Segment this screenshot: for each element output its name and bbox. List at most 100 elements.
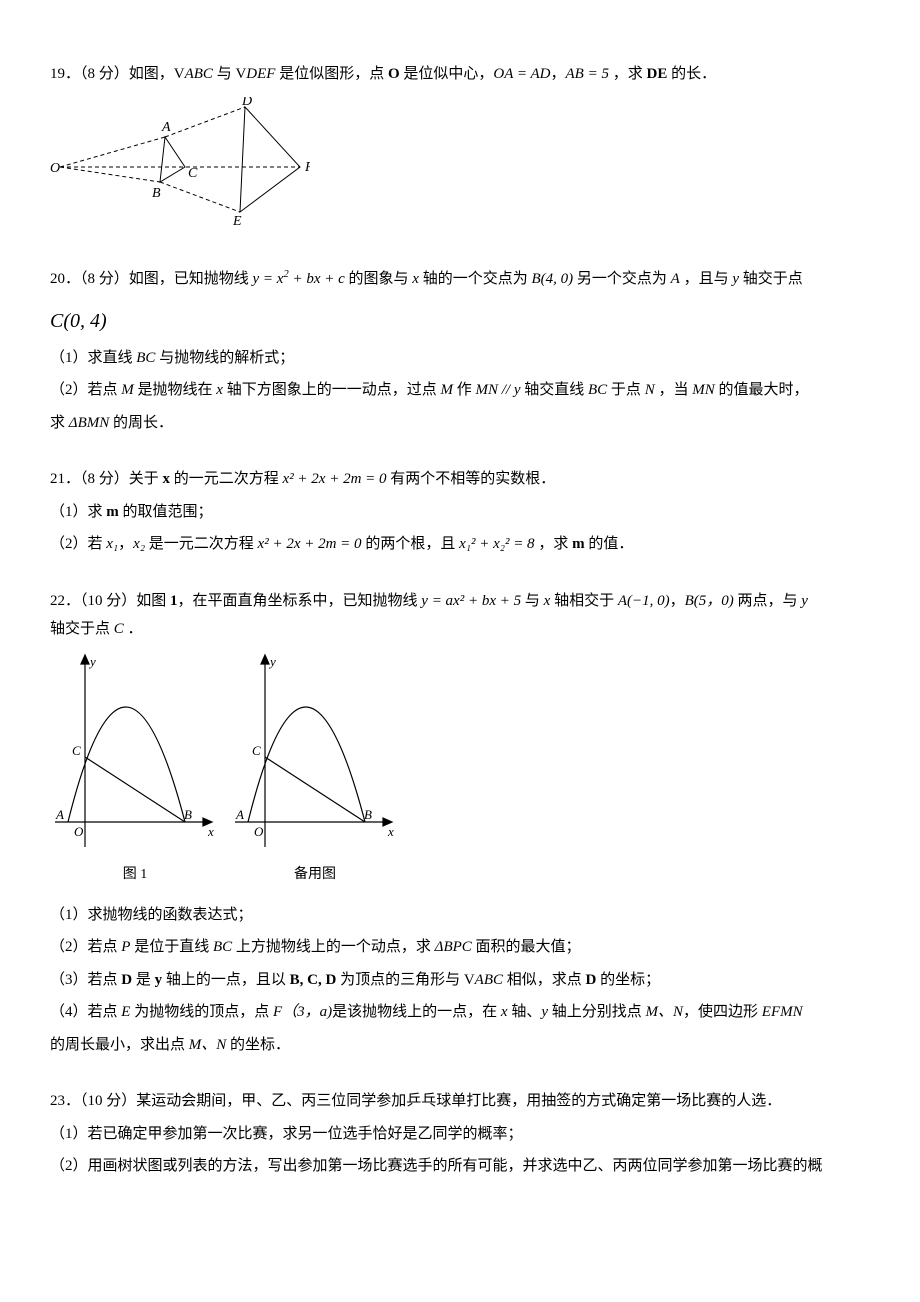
lbl-O: O (50, 161, 60, 176)
t: 是抛物线在 (134, 382, 217, 398)
lbl-E: E (232, 214, 242, 227)
q23-p2: （2）用画树状图或列表的方法，写出参加第一场比赛选手的所有可能，并求选中乙、丙两… (50, 1152, 870, 1181)
dBMN: ΔBMN (69, 415, 109, 431)
t: 作 (453, 382, 476, 398)
t: 求 (50, 415, 69, 431)
t: 的周长． (109, 415, 173, 431)
t: 的坐标． (226, 1037, 290, 1053)
t: 轴交于点 (50, 621, 114, 637)
C-point: C(0, 4) (50, 310, 107, 332)
x2: x₂ (133, 536, 145, 552)
dBPC: ΔBPC (435, 939, 472, 955)
problem-23: 23．（10 分）某运动会期间，甲、乙、丙三位同学参加乒乓球单打比赛，用抽签的方… (50, 1087, 870, 1181)
BC2: BC (588, 382, 607, 398)
t: 的长． (667, 66, 716, 82)
t: 与 (521, 593, 544, 609)
D2: D (586, 972, 597, 988)
BC: BC (213, 939, 232, 955)
q20-C: C(0, 4) (50, 302, 870, 340)
q22-num: 22．（10 分）如图 (50, 593, 170, 609)
MN: MN // y (475, 382, 520, 398)
q19-figure: O A B C D E F (50, 97, 870, 238)
x3: x (501, 1004, 508, 1020)
eq: y = ax² + bx + 5 (421, 593, 521, 609)
t: ，使四边形 (683, 1004, 762, 1020)
eq-AB: AB = 5 (566, 66, 609, 82)
lbl-A: A (55, 807, 64, 822)
t: ，且与 (680, 271, 733, 287)
t: 轴相交于 (550, 593, 618, 609)
t: （1）求直线 (50, 350, 136, 366)
q22-figures: y x O A B C 图 1 (50, 652, 870, 889)
y3: y (541, 1004, 548, 1020)
BCD: B, C, D (290, 972, 337, 988)
t: 的取值范围； (119, 504, 213, 520)
t: ，求 (609, 66, 647, 82)
q23-p1: （1）若已确定甲参加第一次比赛，求另一位选手恰好是乙同学的概率； (50, 1120, 870, 1149)
t: 是一元二次方程 (145, 536, 258, 552)
t: 的图象与 (345, 271, 413, 287)
lbl-D: D (241, 97, 252, 109)
x: x (412, 271, 419, 287)
t: 于点 (607, 382, 645, 398)
t: （4）若点 (50, 1004, 121, 1020)
m2: m (572, 536, 585, 552)
y: y (801, 593, 808, 609)
q22-fig1: y x O A B C 图 1 (50, 652, 220, 889)
t: ． (124, 621, 143, 637)
t: ，当 (655, 382, 693, 398)
q22-text2: 轴交于点 C ． (50, 615, 870, 644)
lbl-C2: C (252, 743, 261, 758)
A: A(−1, 0) (618, 593, 670, 609)
EFMN: EFMN (762, 1004, 803, 1020)
M: M (121, 382, 134, 398)
lbl-C: C (188, 166, 198, 181)
parabola-fig2-svg: y x O A B C (230, 652, 400, 852)
t: 是位似图形，点 (275, 66, 388, 82)
q20-p2: （2）若点 M 是抛物线在 x 轴下方图象上的一一动点，过点 M 作 MN //… (50, 376, 870, 405)
fig2-label: 备用图 (230, 862, 400, 889)
lbl-B: B (152, 186, 161, 201)
N: N (645, 382, 655, 398)
y: y (732, 271, 739, 287)
q22-p5: 的周长最小，求出点 M、N 的坐标． (50, 1031, 870, 1060)
q22-p3: （3）若点 D 是 y 轴上的一点，且以 B, C, D 为顶点的三角形与 VA… (50, 966, 870, 995)
t: 是 (132, 972, 155, 988)
t: 相似，求点 (503, 972, 586, 988)
t: 是该抛物线上的一点，在 (332, 1004, 501, 1020)
q22-p2: （2）若点 P 是位于直线 BC 上方抛物线上的一个动点，求 ΔBPC 面积的最… (50, 933, 870, 962)
eq-part2: + bx + c (289, 271, 345, 287)
lbl-x: x (207, 824, 214, 839)
t: ，在平面直角坐标系中，已知抛物线 (178, 593, 422, 609)
lbl-O: O (74, 824, 84, 839)
sumsq: x₁² + x₂² = 8 (459, 536, 534, 552)
ABC: ABC (475, 972, 503, 988)
eq: x² + 2x + 2m = 0 (283, 471, 387, 487)
t: （2）若点 (50, 382, 121, 398)
t: ，求 (535, 536, 573, 552)
tri-ABC: ABC (185, 66, 213, 82)
q20-p3: 求 ΔBMN 的周长． (50, 409, 870, 438)
q22-text: 22．（10 分）如图 1，在平面直角坐标系中，已知抛物线 y = ax² + … (50, 587, 870, 616)
eq2: x² + 2x + 2m = 0 (258, 536, 362, 552)
lbl-B2: B (364, 807, 372, 822)
lbl-C: C (72, 743, 81, 758)
t: 轴交直线 (520, 382, 588, 398)
t: 有两个不相等的实数根． (387, 471, 556, 487)
problem-22: 22．（10 分）如图 1，在平面直角坐标系中，已知抛物线 y = ax² + … (50, 587, 870, 1060)
q19-text: 19．（8 分）如图，VABC 与 VDEF 是位似图形，点 O 是位似中心，O… (50, 60, 870, 89)
t: （1）求 (50, 504, 106, 520)
q22-p4: （4）若点 E 为抛物线的顶点，点 F（3，a)是该抛物线上的一点，在 x 轴、… (50, 998, 870, 1027)
t: 与抛物线的解析式； (155, 350, 294, 366)
t: ， (551, 66, 566, 82)
M2: M (440, 382, 453, 398)
problem-19: 19．（8 分）如图，VABC 与 VDEF 是位似图形，点 O 是位似中心，O… (50, 60, 870, 237)
eq-part1: y = x (253, 271, 284, 287)
F: F（3，a) (273, 1004, 332, 1020)
one: 1 (170, 593, 178, 609)
MN2: MN (692, 382, 715, 398)
x: x (163, 471, 171, 487)
q22-fig2: y x O A B C 备用图 (230, 652, 400, 889)
point-O: O (388, 66, 400, 82)
t: 轴上分别找点 (548, 1004, 646, 1020)
